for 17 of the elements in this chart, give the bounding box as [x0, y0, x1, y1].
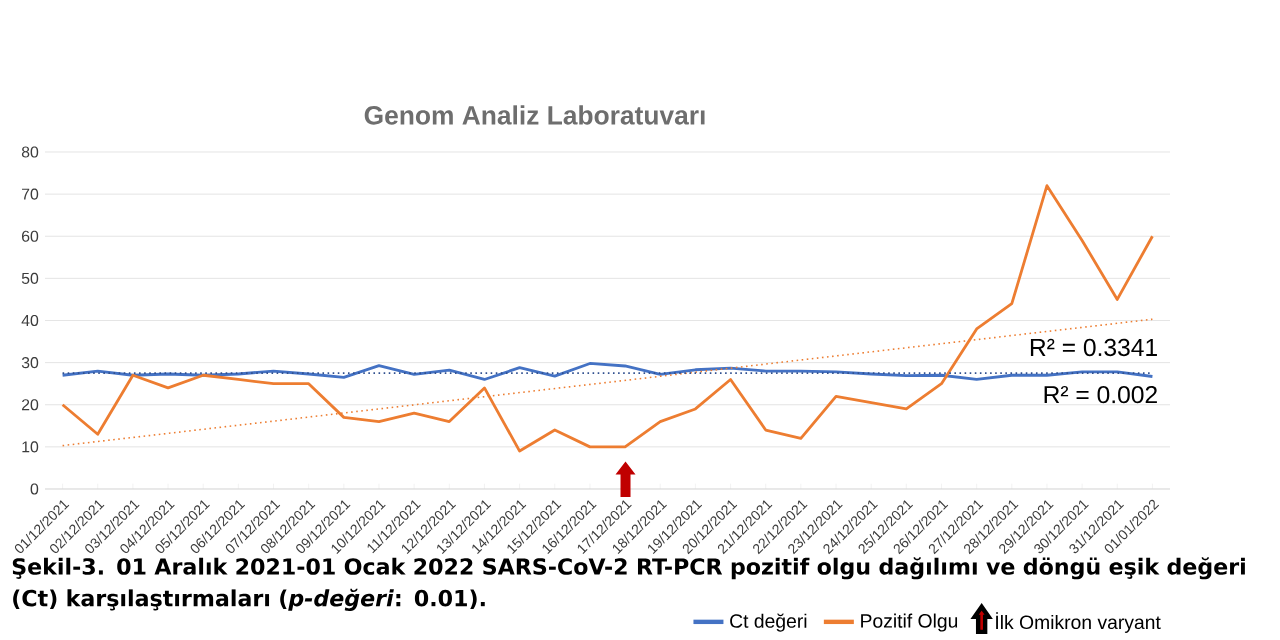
y-tick-label: 80 — [21, 146, 39, 158]
text: Şekil-3. 01 Aralık 2021-01 Ocak 2022 SARS-CoV-2 RT-PCR pozitif olgu dağılımı ve döngü eşik değeri (Ct) karşılaştırmaları (p-değeri: 0.01). — [12, 557, 1245, 611]
y-tick-label: 20 — [22, 399, 39, 411]
y-tick-label: 70 — [22, 188, 39, 200]
y-tick-label: 60 — [22, 230, 39, 242]
y-tick-label: 30 — [21, 357, 39, 369]
y-tick-label: 50 — [21, 272, 39, 284]
annotation: R² = 0.3341 — [1030, 338, 1157, 357]
text: İlk Omikron varyant — [996, 612, 1161, 633]
annotation: R² = 0.002 — [1044, 385, 1157, 404]
y-tick-label: 10 — [22, 441, 39, 453]
chart-title: Genom Analiz Laboratuvarı — [364, 105, 705, 125]
legend-label: Ct değeri — [730, 613, 807, 632]
legend-label: Pozitif Olgu — [861, 613, 958, 632]
y-tick-label: 0 — [30, 483, 39, 495]
line-series — [61, 362, 1154, 381]
y-tick-label: 40 — [21, 314, 39, 327]
